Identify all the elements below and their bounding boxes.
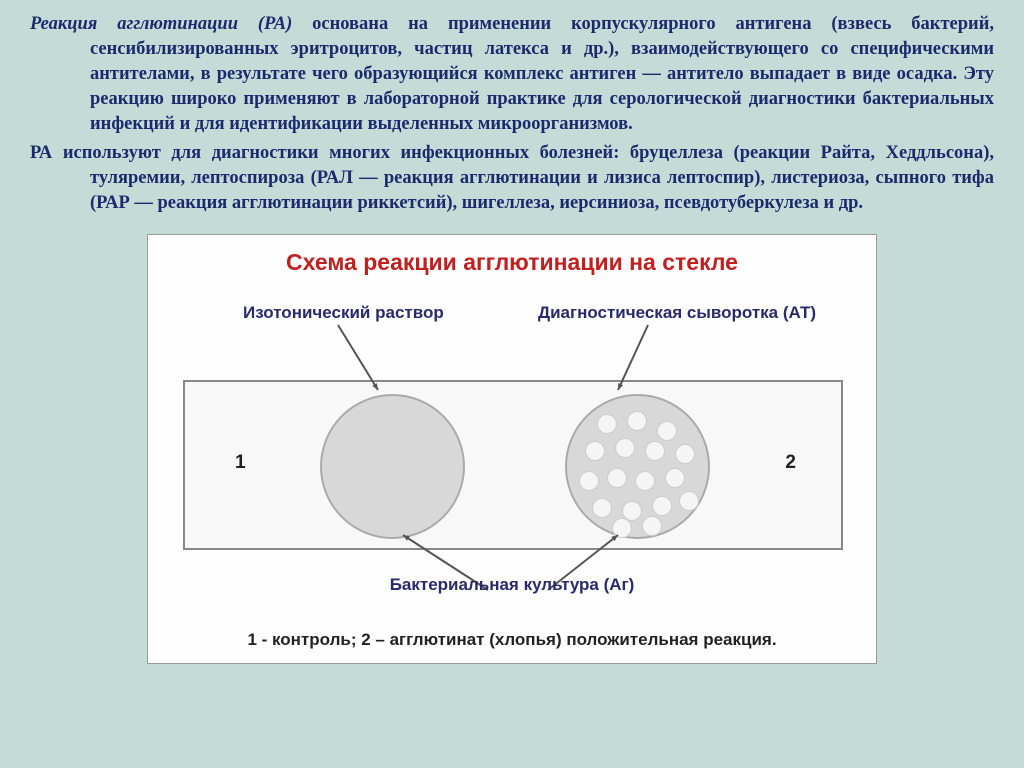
agglutinate-clump [645, 441, 665, 461]
agglutination-diagram: Схема реакции агглютинации на стекле Изо… [147, 234, 877, 664]
label-serum: Диагностическая сыворотка (АТ) [538, 303, 816, 323]
agglutinate-clump [615, 438, 635, 458]
agglutinate-clump [679, 491, 699, 511]
diagram-title: Схема реакции агглютинации на стекле [148, 235, 876, 276]
agglutinate-clump [612, 518, 632, 538]
sample-number-1: 1 [235, 452, 246, 474]
label-culture: Бактериальная культура (Аг) [148, 575, 876, 595]
paragraph-2: РА используют для диагностики многих инф… [30, 141, 994, 216]
diagram-legend: 1 - контроль; 2 – агглютинат (хлопья) по… [148, 630, 876, 650]
agglutinate-clump [597, 414, 617, 434]
paragraph-1: Реакция агглютинации (РА) основана на пр… [30, 12, 994, 137]
agglutinate-clump [579, 471, 599, 491]
agglutinate-clump [665, 468, 685, 488]
diagram-container: Схема реакции агглютинации на стекле Изо… [0, 234, 1024, 664]
agglutinate-clump [635, 471, 655, 491]
agglutinate-drop [565, 394, 710, 539]
agglutinate-clump [607, 468, 627, 488]
agglutinate-clump [592, 498, 612, 518]
agglutinate-clump [652, 496, 672, 516]
agglutinate-clump [657, 421, 677, 441]
sample-number-2: 2 [785, 452, 796, 474]
agglutinate-clump [642, 516, 662, 536]
label-isotonic: Изотонический раствор [243, 303, 444, 323]
agglutinate-clump [675, 444, 695, 464]
control-drop [320, 394, 465, 539]
glass-slide: 1 2 [183, 380, 843, 550]
text-content: Реакция агглютинации (РА) основана на пр… [0, 0, 1024, 224]
para1-lead: Реакция агглютинации (РА) [30, 14, 292, 34]
agglutinate-clump [585, 441, 605, 461]
agglutinate-clump [627, 411, 647, 431]
